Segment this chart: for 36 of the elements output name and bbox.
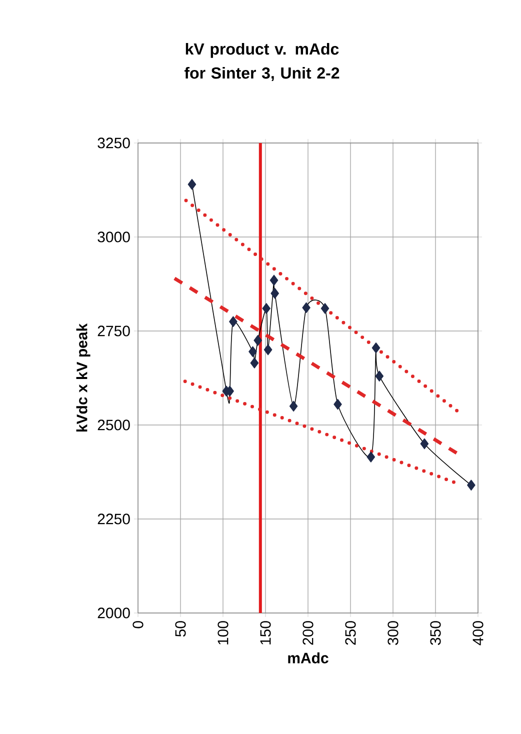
point [372,342,380,354]
y-tick-label: 3250 [98,138,130,148]
point [302,302,310,314]
point [262,303,270,314]
x-tick-label: 200 [302,621,314,645]
point [248,346,257,358]
point [366,452,376,462]
y-tick-label: 2250 [98,514,130,524]
chart-title: kV product v. mAdc for Sinter 3, Unit 2-2 [184,42,340,82]
point [320,303,330,314]
point [264,344,272,356]
x-tick-label: 150 [260,621,271,644]
x-tick-label: 250 [345,621,356,645]
point [229,316,238,327]
x-axis-title: mAdc [288,652,328,664]
point [188,178,196,190]
point [270,274,278,286]
y-tick-label: 2750 [98,326,130,336]
x-tick-label: 400 [472,621,484,646]
point [467,480,476,491]
point [250,358,259,368]
y-tick-label: 2000 [98,608,130,618]
y-tick-label: 2500 [98,420,130,430]
y-axis-title: kVdc x kV peak [76,323,90,432]
point [420,438,429,450]
x-tick-label: 0 [132,621,144,628]
point [270,288,279,299]
point [334,398,342,410]
point [375,370,384,382]
x-tick-label: 300 [388,621,398,645]
point [289,400,298,412]
y-tick-label: 3000 [98,232,130,242]
x-tick-label: 100 [218,621,228,644]
point [254,334,262,346]
x-tick-label: 350 [430,621,441,645]
x-tick-label: 50 [175,621,186,637]
